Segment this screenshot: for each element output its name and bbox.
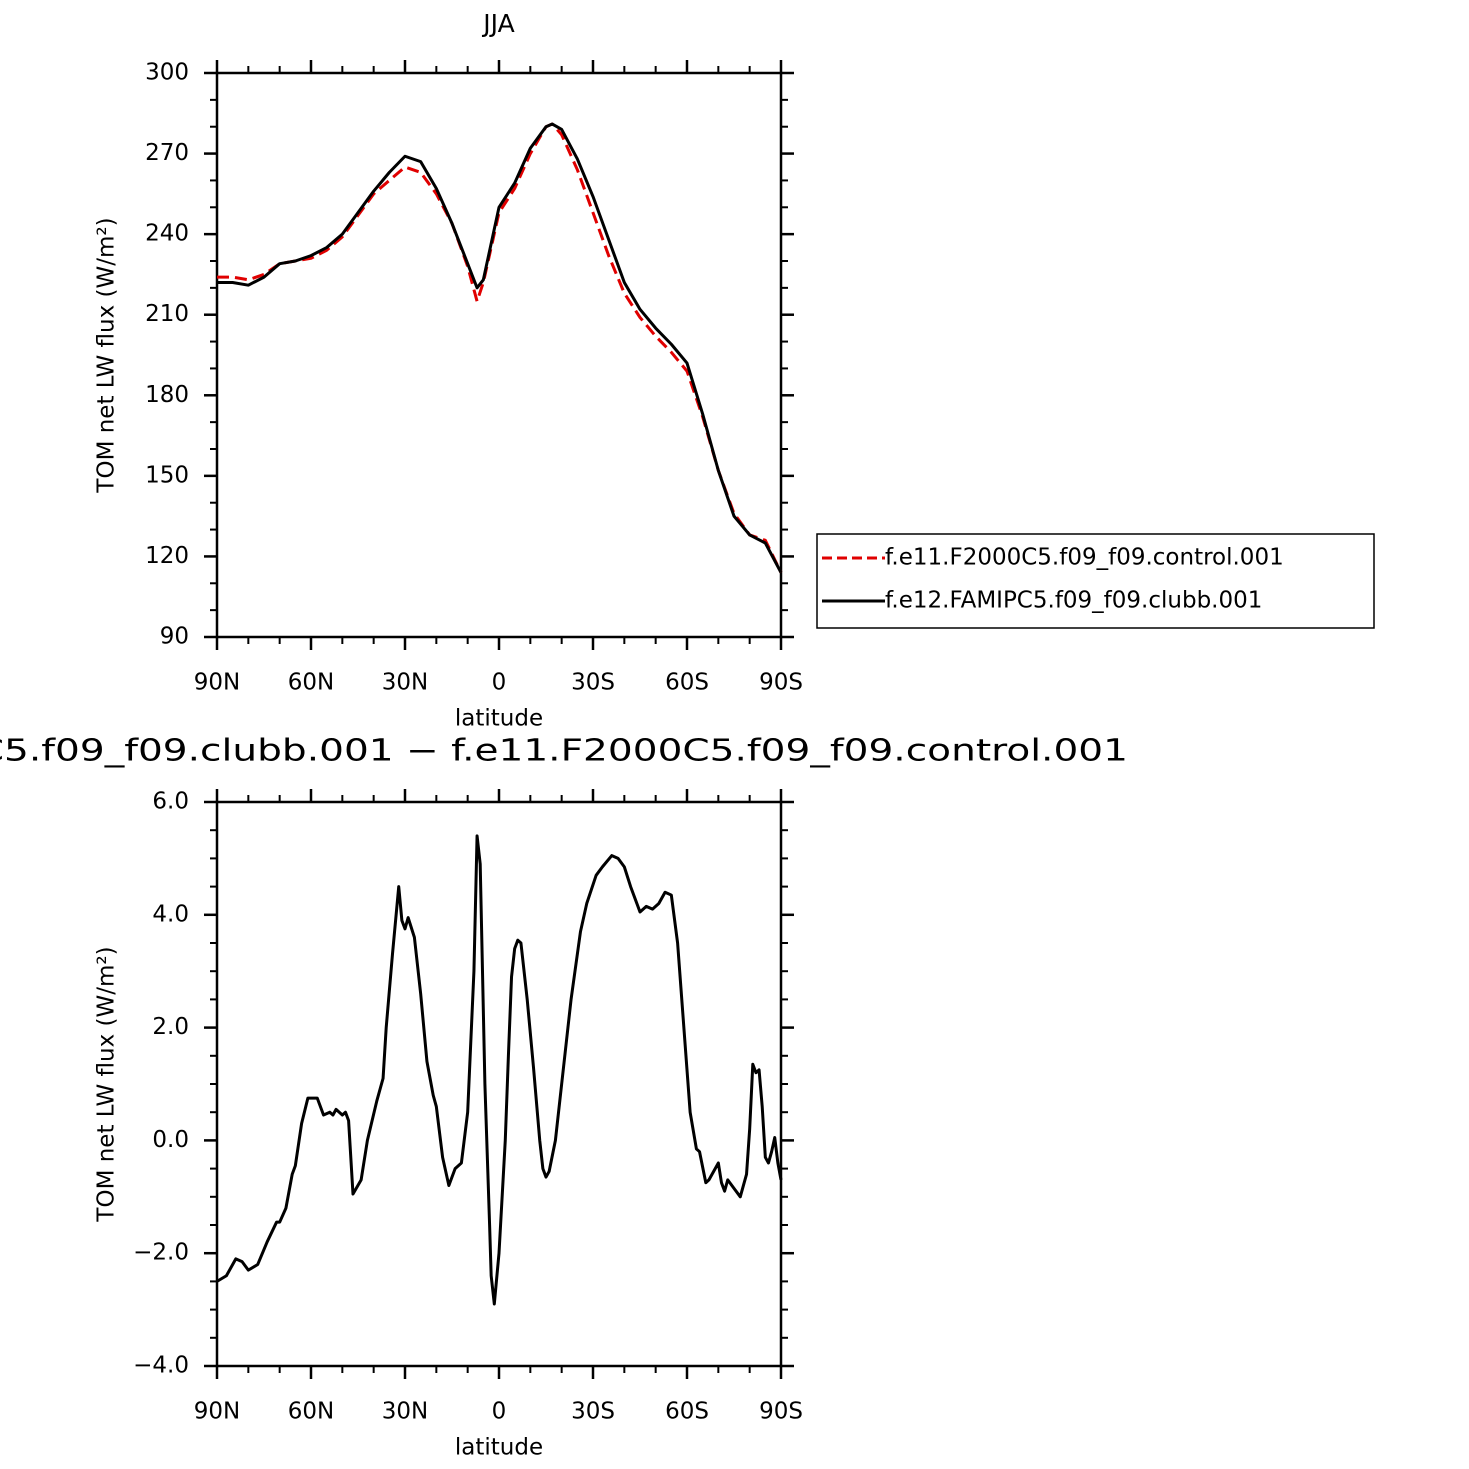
legend-label: f.e11.F2000C5.f09_f09.control.001 (885, 545, 1284, 571)
y-tick-label: 270 (145, 140, 189, 166)
y-axis-label: TOM net LW flux (W/m²) (94, 217, 120, 493)
chart-title: JJA (481, 9, 514, 38)
x-tick-label: 0 (492, 1399, 507, 1425)
legend-box (816, 533, 1375, 629)
legend-label: f.e12.FAMIPC5.f09_f09.clubb.001 (885, 588, 1262, 614)
y-tick-label: 120 (145, 543, 189, 569)
y-tick-label: 6.0 (152, 789, 189, 815)
y-tick-label: 210 (145, 301, 189, 327)
x-tick-label: 60S (665, 670, 709, 696)
x-tick-label: 60N (288, 1399, 334, 1425)
chart-title: f.e12.FAMIPC5.f09_f09.clubb.001 − f.e11.… (0, 734, 1128, 769)
y-tick-label: 2.0 (152, 1014, 189, 1040)
x-tick-label: 0 (492, 670, 507, 696)
plot-frame (215, 71, 783, 639)
y-tick-label: 0.0 (152, 1127, 189, 1153)
x-tick-label: 30S (571, 670, 615, 696)
data-line (217, 122, 783, 574)
x-axis-label: latitude (455, 706, 543, 732)
x-tick-label: 30N (382, 670, 428, 696)
y-tick-label: 4.0 (152, 901, 189, 927)
y-tick-label: −4.0 (133, 1353, 189, 1379)
y-tick-label: 240 (145, 221, 189, 247)
y-tick-label: 150 (145, 462, 189, 488)
x-axis-label: latitude (455, 1435, 543, 1461)
x-tick-label: 30N (382, 1399, 428, 1425)
x-tick-label: 60S (665, 1399, 709, 1425)
x-tick-label: 60N (288, 670, 334, 696)
data-line (216, 834, 783, 1306)
y-tick-label: 90 (160, 624, 189, 650)
data-line (217, 122, 783, 574)
x-tick-label: 90S (759, 1399, 803, 1425)
y-tick-label: 300 (145, 60, 189, 86)
x-tick-label: 90S (759, 670, 803, 696)
x-tick-label: 90N (194, 670, 240, 696)
plot-frame (215, 800, 783, 1368)
y-axis-label: TOM net LW flux (W/m²) (94, 946, 120, 1222)
x-tick-label: 30S (571, 1399, 615, 1425)
y-tick-label: −2.0 (133, 1240, 189, 1266)
y-tick-label: 180 (145, 382, 189, 408)
x-tick-label: 90N (194, 1399, 240, 1425)
